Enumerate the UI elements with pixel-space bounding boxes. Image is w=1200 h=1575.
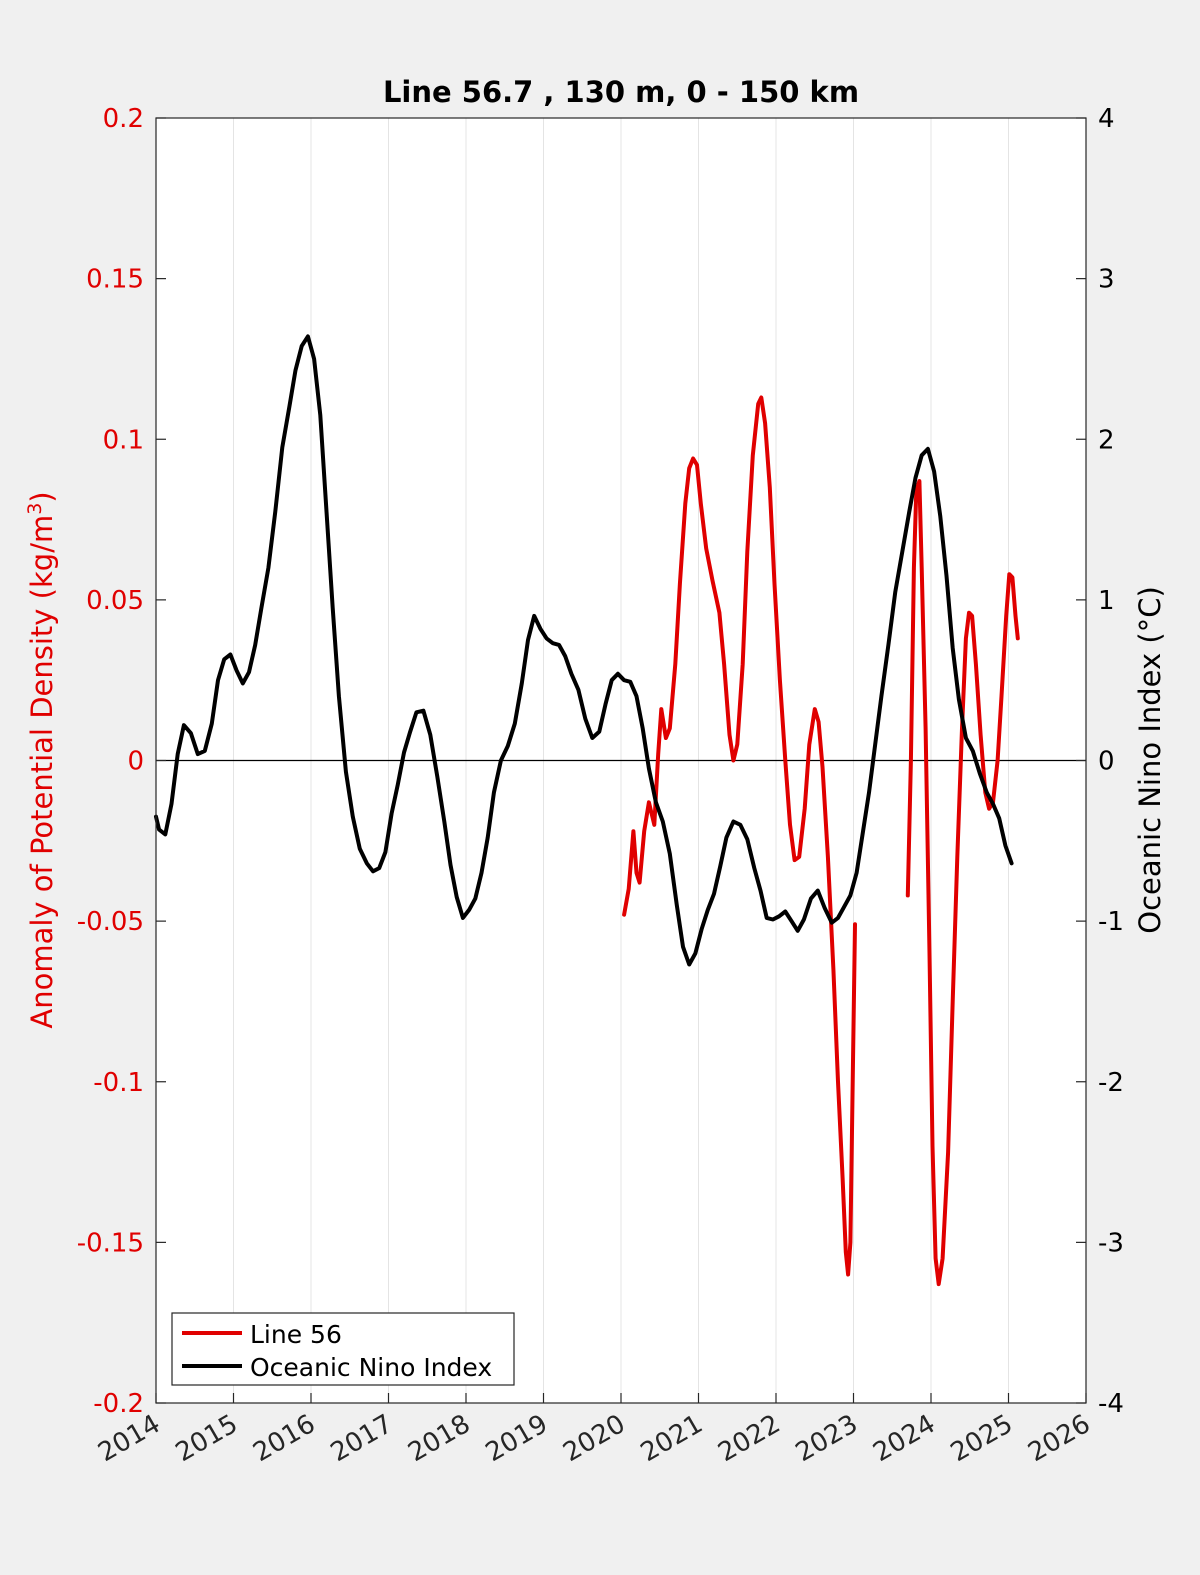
right-tick-label-4: 4 bbox=[1098, 104, 1115, 134]
x-tick-label-2020: 2020 bbox=[558, 1409, 630, 1468]
left-tick-label--0.15: -0.15 bbox=[77, 1228, 144, 1258]
left-tick-label--0.2: -0.2 bbox=[93, 1389, 144, 1419]
x-tick-label-2015: 2015 bbox=[171, 1409, 243, 1468]
x-tick-label-2026: 2026 bbox=[1023, 1409, 1095, 1468]
x-tick-label-2017: 2017 bbox=[326, 1409, 398, 1468]
x-axis: 2014 2015 2016 2017 2018 2019 2020 2021 2022 2023… bbox=[93, 1393, 1096, 1468]
right-tick-label--3: -3 bbox=[1098, 1228, 1124, 1258]
series-layer bbox=[154, 334, 1020, 1287]
series-line-56-segment-1 bbox=[905, 479, 1020, 1287]
left-axis: -0.2 -0.15 -0.1 -0.05 0 0.05 0.1 0.15 0.2 bbox=[77, 104, 166, 1419]
left-tick-label--0.05: -0.05 bbox=[77, 907, 144, 937]
x-tick-label-2016: 2016 bbox=[248, 1409, 320, 1468]
right-tick-label--1: -1 bbox=[1098, 907, 1124, 937]
legend-box bbox=[171, 1312, 515, 1386]
right-axis-label: Oceanic Nino Index (°C) bbox=[1133, 586, 1167, 934]
right-tick-label--2: -2 bbox=[1098, 1068, 1124, 1098]
legend: Line 56 Oceanic Nino Index bbox=[171, 1312, 515, 1386]
x-tick-label-2019: 2019 bbox=[481, 1409, 553, 1468]
x-tick-label-2024: 2024 bbox=[868, 1409, 940, 1468]
x-tick-label-2018: 2018 bbox=[403, 1409, 475, 1468]
legend-label-oni: Oceanic Nino Index bbox=[250, 1353, 492, 1382]
left-tick-label--0.1: -0.1 bbox=[93, 1068, 144, 1098]
right-tick-label-1: 1 bbox=[1098, 586, 1115, 616]
right-axis: -4 -3 -2 -1 0 1 2 3 4 bbox=[1076, 104, 1124, 1419]
chart-title: Line 56.7 , 130 m, 0 - 150 km bbox=[383, 75, 859, 109]
x-tick-label-2021: 2021 bbox=[636, 1409, 708, 1468]
left-tick-label-0.1: 0.1 bbox=[103, 425, 144, 455]
left-tick-label-0.15: 0.15 bbox=[86, 265, 144, 295]
x-tick-label-2023: 2023 bbox=[791, 1409, 863, 1468]
left-tick-label-0: 0 bbox=[127, 747, 144, 777]
left-tick-label-0.2: 0.2 bbox=[103, 104, 144, 134]
right-tick-label-3: 3 bbox=[1098, 265, 1115, 295]
left-axis-label: Anomaly of Potential Density (kg/m3) bbox=[24, 491, 59, 1028]
series-line-56-segment-0 bbox=[622, 395, 857, 1277]
right-tick-label--4: -4 bbox=[1098, 1389, 1124, 1419]
legend-label-line-56: Line 56 bbox=[250, 1320, 342, 1349]
right-tick-label-2: 2 bbox=[1098, 425, 1115, 455]
right-tick-label-0: 0 bbox=[1098, 747, 1115, 777]
left-tick-label-0.05: 0.05 bbox=[86, 586, 144, 616]
series-oni-segment-0 bbox=[154, 334, 1014, 967]
x-tick-label-2022: 2022 bbox=[713, 1409, 785, 1468]
x-tick-label-2025: 2025 bbox=[946, 1409, 1018, 1468]
